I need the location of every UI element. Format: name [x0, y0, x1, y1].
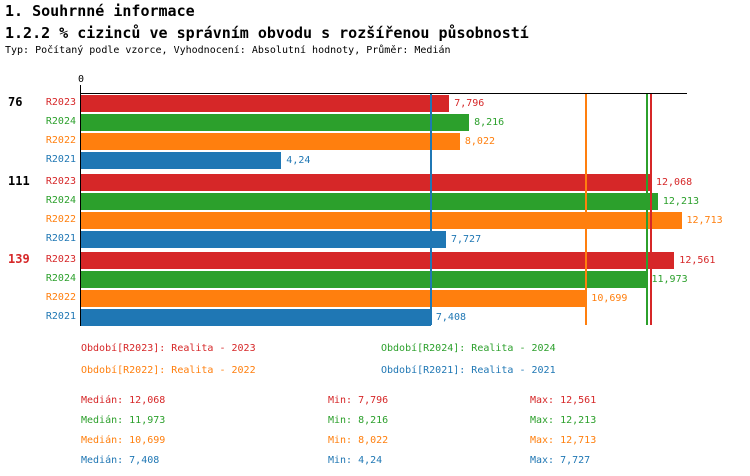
- bar-R2024: [81, 114, 470, 131]
- median-value: Medián: 7,408: [81, 455, 160, 466]
- bar-value-label: 10,699: [591, 293, 628, 304]
- bar-R2022: [81, 212, 682, 229]
- bar-value-label: 8,216: [474, 117, 505, 128]
- median-line-R2023: [650, 94, 652, 325]
- series-row-label-R2022: R2022: [45, 135, 76, 146]
- series-row-label-R2022: R2022: [45, 292, 76, 303]
- legend-item: Období[R2021]: Realita - 2021: [381, 365, 556, 376]
- axis-origin-label: 0: [77, 74, 85, 85]
- bar-value-label: 4,24: [286, 155, 311, 166]
- series-row-label-R2023: R2023: [45, 97, 76, 108]
- bar-value-label: 7,408: [435, 312, 466, 323]
- axis-tick: [80, 85, 81, 93]
- report-meta-line: Typ: Počítaný podle vzorce, Vyhodnocení:…: [5, 45, 451, 56]
- series-row-label-R2024: R2024: [45, 273, 76, 284]
- stats-row: Medián: 10,699 Min: 8,022 Max: 12,713: [0, 435, 750, 453]
- median-value: Medián: 10,699: [81, 435, 166, 446]
- group-label: 139: [8, 252, 30, 266]
- group-label: 111: [8, 174, 30, 188]
- bar-value-label: 12,561: [679, 255, 716, 266]
- median-line-R2024: [645, 94, 648, 325]
- series-row-label-R2021: R2021: [45, 154, 76, 165]
- stats-row: Medián: 7,408 Min: 4,24 Max: 7,727: [0, 455, 750, 473]
- report-title: 1. Souhrnné informace: [5, 2, 195, 20]
- min-value: Min: 8,022: [328, 435, 389, 446]
- bar-value-label: 12,213: [662, 196, 700, 207]
- bar-R2021: [81, 231, 446, 248]
- series-row-label-R2021: R2021: [45, 233, 76, 244]
- bar-value-label: 7,727: [451, 234, 482, 245]
- bar-R2022: [81, 290, 587, 307]
- stats-table: Medián: 12,068 Min: 7,796 Max: 12,561 Me…: [0, 389, 750, 473]
- bar-R2023: [81, 252, 675, 269]
- legend-item: Období[R2022]: Realita - 2022: [81, 365, 256, 376]
- max-value: Max: 12,561: [530, 395, 597, 406]
- bar-R2021: [81, 152, 282, 169]
- series-row-label-R2024: R2024: [45, 195, 76, 206]
- bar-R2023: [81, 95, 450, 112]
- bar-R2024: [81, 193, 658, 210]
- series-row-label-R2024: R2024: [45, 116, 76, 127]
- max-value: Max: 12,213: [530, 415, 597, 426]
- series-row-label-R2022: R2022: [45, 214, 76, 225]
- legend-item: Období[R2023]: Realita - 2023: [81, 343, 256, 354]
- report-subtitle: 1.2.2 % cizinců ve správním obvodu s roz…: [5, 24, 529, 42]
- grouped-bar-chart: 0 7,796 8,216 8,022 4,24 12,068 12,213 12,713 7…: [0, 70, 750, 336]
- group-label: 76: [8, 95, 23, 109]
- series-row-label-R2021: R2021: [45, 311, 76, 322]
- legend-item: Období[R2024]: Realita - 2024: [381, 343, 556, 354]
- median-line-R2021: [429, 94, 432, 325]
- plot-area: 7,796 8,216 8,022 4,24 12,068 12,213 12,713 7,7…: [80, 93, 723, 326]
- max-value: Max: 12,713: [530, 435, 597, 446]
- median-value: Medián: 11,973: [81, 415, 166, 426]
- bar-value-label: 11,973: [651, 274, 688, 285]
- min-value: Min: 4,24: [328, 455, 383, 466]
- bar-R2021: [81, 309, 431, 326]
- min-value: Min: 7,796: [328, 395, 389, 406]
- bar-value-label: 7,796: [454, 98, 485, 109]
- max-value: Max: 7,727: [530, 455, 591, 466]
- min-value: Min: 8,216: [328, 415, 389, 426]
- series-row-label-R2023: R2023: [45, 176, 76, 187]
- bar-value-label: 8,022: [464, 136, 495, 147]
- stats-row: Medián: 11,973 Min: 8,216 Max: 12,213: [0, 415, 750, 433]
- stats-row: Medián: 12,068 Min: 7,796 Max: 12,561: [0, 395, 750, 413]
- median-line-R2022: [585, 94, 588, 325]
- bar-value-label: 12,713: [686, 215, 723, 226]
- median-value: Medián: 12,068: [81, 395, 166, 406]
- chart-legend: Období[R2023]: Realita - 2023 Období[R20…: [0, 336, 750, 386]
- bar-R2024: [81, 271, 647, 288]
- bar-R2022: [81, 133, 460, 150]
- bar-value-label: 12,068: [656, 177, 693, 188]
- series-row-label-R2023: R2023: [45, 254, 76, 265]
- bar-R2023: [81, 174, 651, 191]
